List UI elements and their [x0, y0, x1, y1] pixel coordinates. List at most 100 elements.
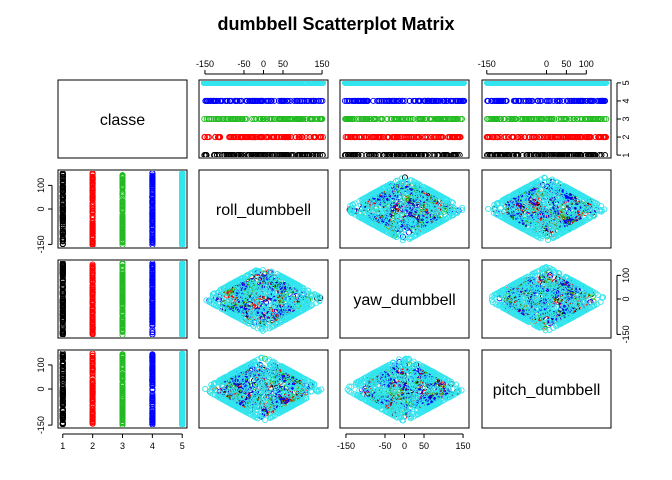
data-point: [522, 81, 529, 86]
data-point: [588, 115, 595, 123]
data-point: [393, 97, 400, 104]
data-point: [213, 152, 221, 157]
data-point: [408, 191, 415, 198]
data-point: [224, 115, 231, 123]
data-point: [212, 81, 219, 86]
data-point: [283, 152, 290, 157]
data-point: [562, 134, 569, 141]
data-point: [236, 97, 243, 104]
data-point: [234, 97, 241, 104]
data-point: [179, 209, 186, 216]
panel-classe-vs-roll_dumbbell: [198, 79, 329, 159]
data-point: [492, 115, 499, 123]
data-point: [560, 115, 567, 123]
data-point: [540, 115, 547, 123]
data-point: [380, 134, 387, 141]
data-point: [245, 134, 252, 141]
data-point: [596, 81, 603, 86]
data-point: [355, 213, 362, 220]
data-point: [179, 185, 186, 192]
data-point: [507, 81, 514, 86]
data-point: [362, 115, 369, 123]
data-point: [431, 134, 438, 141]
panel-roll_dumbbell-vs-classe: [57, 169, 188, 249]
data-point: [149, 185, 156, 192]
data-point: [277, 81, 284, 86]
data-point: [552, 81, 559, 86]
data-point: [287, 81, 294, 86]
data-point: [433, 134, 440, 141]
data-point: [89, 203, 96, 210]
data-point: [376, 81, 383, 86]
data-point: [449, 212, 456, 219]
data-point: [252, 115, 260, 123]
data-point: [490, 134, 497, 141]
data-point: [419, 216, 426, 223]
panel-frame: [198, 169, 329, 249]
data-point: [343, 97, 350, 104]
data-point: [571, 115, 578, 123]
data-point: [312, 152, 319, 157]
data-point: [59, 204, 66, 211]
data-point: [390, 81, 397, 86]
data-point: [301, 97, 308, 104]
data-point: [548, 134, 555, 141]
data-point: [404, 134, 411, 141]
data-point: [285, 81, 292, 86]
data-point: [245, 81, 252, 86]
data-point: [538, 134, 546, 141]
data-point: [248, 134, 255, 141]
data-point: [381, 208, 388, 215]
data-point: [384, 208, 391, 215]
data-point: [424, 134, 431, 141]
data-point: [438, 218, 445, 225]
data-point: [545, 81, 552, 86]
data-point: [119, 172, 126, 179]
data-point: [259, 115, 266, 123]
data-point: [535, 97, 542, 104]
data-point: [257, 81, 265, 86]
data-point: [458, 115, 466, 123]
data-point: [427, 195, 434, 202]
data-point: [89, 227, 96, 235]
data-point: [503, 97, 510, 104]
data-point: [383, 211, 390, 218]
data-point: [514, 81, 521, 86]
data-point: [249, 81, 256, 86]
data-point: [179, 236, 186, 243]
data-point: [387, 218, 394, 225]
data-point: [306, 134, 313, 141]
data-point: [595, 115, 602, 123]
data-point: [227, 97, 234, 104]
data-point: [570, 152, 577, 157]
data-point: [513, 152, 520, 157]
data-point: [179, 192, 186, 199]
data-point: [511, 97, 518, 104]
data-point: [443, 152, 451, 157]
data-point: [390, 115, 398, 123]
data-point: [439, 134, 446, 141]
data-point: [529, 81, 536, 86]
data-point: [234, 152, 241, 157]
data-point: [544, 97, 551, 104]
data-point: [390, 227, 397, 234]
data-point: [500, 97, 507, 104]
data-point: [540, 134, 547, 141]
data-point: [309, 81, 316, 86]
data-point: [212, 115, 220, 123]
points: [59, 171, 186, 247]
data-point: [249, 115, 256, 123]
data-point: [597, 134, 604, 141]
data-point: [278, 115, 285, 123]
data-point: [350, 152, 357, 157]
data-point: [387, 230, 394, 237]
panel-classe-vs-pitch_dumbbell: [481, 79, 612, 159]
data-point: [393, 81, 400, 86]
data-point: [366, 81, 374, 86]
data-point: [426, 152, 433, 157]
data-point: [119, 178, 126, 185]
data-point: [59, 180, 66, 187]
data-point: [395, 81, 402, 86]
data-point: [420, 189, 427, 196]
data-point: [149, 218, 156, 225]
